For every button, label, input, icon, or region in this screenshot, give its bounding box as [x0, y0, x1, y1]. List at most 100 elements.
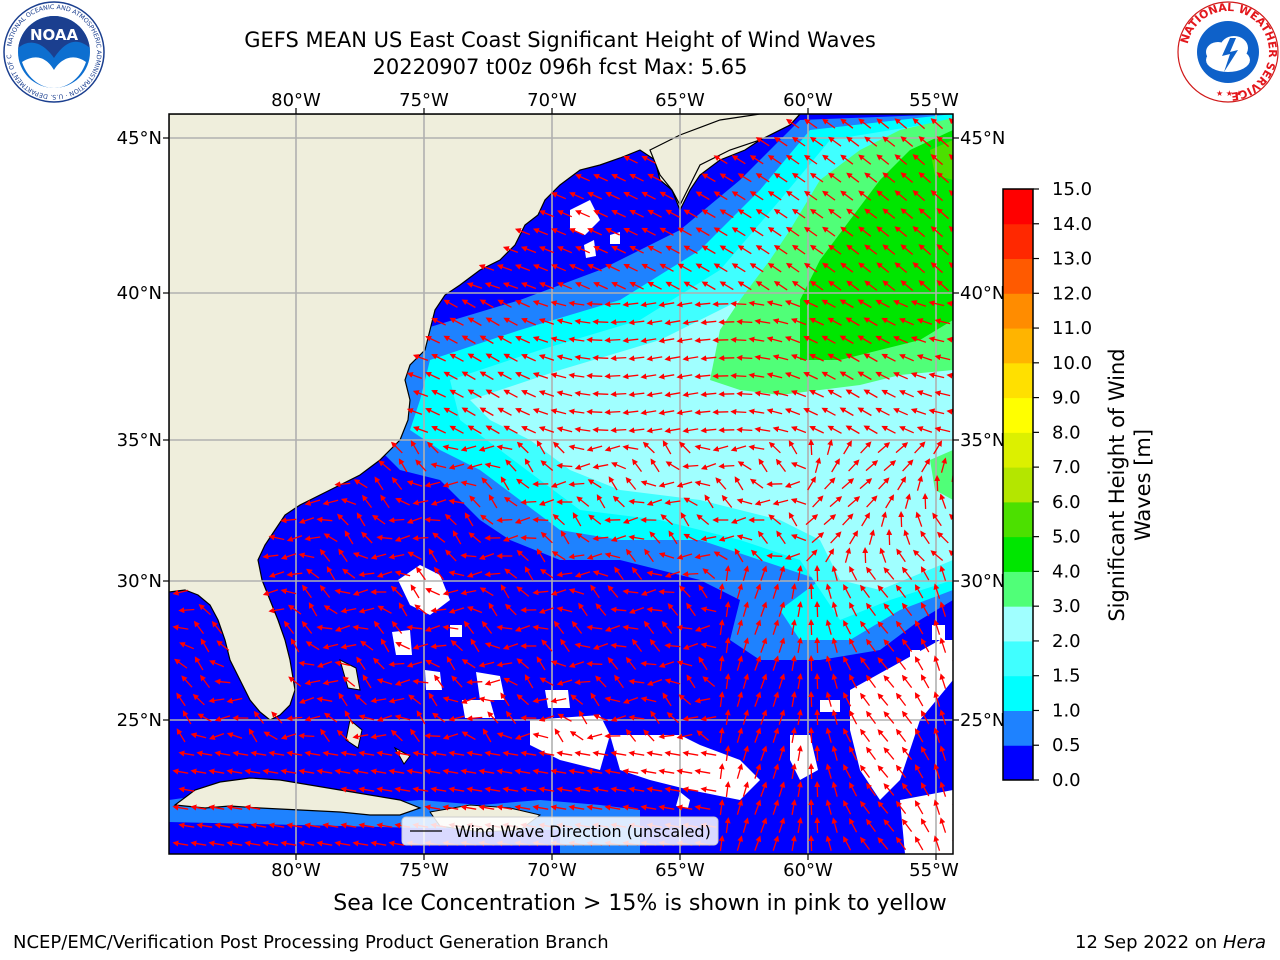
wave-direction-arrow: [686, 674, 696, 689]
wave-direction-arrow: [760, 565, 768, 581]
lon-tick-top: 65°W: [655, 90, 705, 111]
wave-direction-arrow: [356, 656, 366, 671]
wave-direction-arrow: [398, 458, 408, 473]
wave-direction-arrow: [928, 372, 945, 379]
wave-direction-arrow: [607, 585, 619, 598]
wave-direction-arrow: [214, 678, 231, 685]
wave-direction-arrow: [376, 571, 393, 578]
wave-direction-arrow: [724, 601, 731, 617]
wave-direction-arrow: [790, 619, 797, 636]
wave-direction-arrow: [846, 172, 860, 183]
wave-direction-arrow: [827, 317, 842, 326]
wave-direction-arrow: [622, 444, 639, 451]
wave-direction-arrow: [863, 389, 878, 399]
wave-direction-arrow: [587, 192, 602, 200]
wave-direction-arrow: [302, 584, 312, 599]
wave-direction-arrow: [661, 620, 673, 634]
wave-direction-arrow: [539, 677, 554, 686]
colorbar-label-line2: Waves [m]: [1131, 428, 1155, 542]
wave-direction-arrow: [849, 602, 858, 617]
colorbar-segment: [1003, 745, 1033, 781]
wave-direction-arrow: [574, 426, 591, 433]
map-area: [169, 114, 966, 854]
wave-direction-arrow: [918, 136, 932, 148]
wave-direction-arrow: [847, 496, 861, 508]
wave-direction-arrow: [886, 529, 893, 546]
wave-direction-arrow: [932, 512, 942, 527]
wave-direction-arrow: [866, 602, 877, 616]
wave-direction-arrow: [179, 642, 195, 650]
wave-direction-arrow: [882, 136, 896, 147]
wave-direction-arrow: [934, 390, 951, 397]
wave-direction-arrow: [478, 445, 495, 452]
wave-direction-arrow: [641, 227, 656, 236]
wave-direction-arrow: [933, 440, 943, 455]
wave-direction-arrow: [178, 607, 195, 614]
wave-direction-arrow: [646, 319, 663, 326]
wave-direction-arrow: [788, 512, 798, 527]
wave-direction-arrow: [593, 174, 608, 182]
wave-direction-arrow: [812, 495, 824, 508]
wave-direction-arrow: [785, 190, 800, 201]
wave-direction-arrow: [536, 548, 546, 563]
wave-direction-arrow: [876, 226, 890, 237]
wave-direction-arrow: [936, 136, 950, 148]
wave-direction-arrow: [814, 709, 821, 726]
wave-direction-arrow: [556, 426, 573, 433]
colorbar-tick-label: 9.0: [1052, 388, 1081, 409]
wave-direction-arrow: [730, 445, 747, 452]
wave-direction-arrow: [840, 154, 854, 165]
wave-direction-arrow: [610, 642, 627, 649]
wave-direction-arrow: [536, 440, 546, 455]
wave-direction-arrow: [468, 532, 482, 543]
wave-direction-arrow: [936, 244, 950, 256]
wave-direction-arrow: [803, 335, 818, 344]
wave-direction-arrow: [718, 463, 735, 470]
wave-direction-arrow: [578, 602, 588, 617]
wave-direction-arrow: [784, 480, 801, 488]
wave-direction-arrow: [719, 209, 734, 219]
wave-direction-arrow: [737, 245, 752, 255]
wave-direction-arrow: [286, 715, 303, 722]
wave-direction-arrow: [540, 531, 553, 544]
wave-direction-arrow: [724, 673, 731, 689]
wave-direction-arrow: [485, 353, 500, 363]
wave-direction-arrow: [502, 246, 519, 254]
wave-direction-arrow: [676, 553, 693, 560]
wave-direction-arrow: [287, 604, 302, 615]
wave-direction-arrow: [484, 571, 501, 578]
wave-direction-arrow: [843, 656, 852, 671]
wave-direction-arrow: [883, 675, 895, 688]
wave-direction-arrow: [936, 280, 950, 292]
wave-direction-arrow: [658, 301, 675, 308]
wave-direction-arrow: [784, 336, 801, 344]
wave-direction-arrow: [916, 390, 933, 397]
wave-direction-arrow: [556, 354, 573, 361]
wave-direction-arrow: [849, 530, 859, 545]
wave-direction-arrow: [742, 565, 750, 581]
wave-direction-arrow: [845, 425, 860, 435]
wave-direction-arrow: [280, 588, 297, 595]
wave-direction-arrow: [683, 281, 698, 290]
wave-direction-arrow: [361, 531, 373, 544]
wave-direction-arrow: [460, 589, 477, 596]
wave-direction-arrow: [754, 583, 762, 599]
wave-direction-arrow: [604, 409, 621, 416]
wave-direction-arrow: [640, 373, 657, 380]
wave-direction-arrow: [828, 172, 842, 183]
wave-direction-arrow: [262, 589, 279, 596]
wave-direction-arrow: [412, 390, 429, 398]
wave-direction-arrow: [903, 529, 911, 545]
wave-direction-arrow: [808, 799, 815, 816]
wave-direction-arrow: [665, 245, 680, 254]
wave-direction-arrow: [803, 299, 818, 308]
wave-direction-arrow: [956, 245, 966, 254]
wave-direction-arrow: [469, 495, 481, 508]
wave-direction-arrow: [338, 548, 348, 563]
colorbar-tick-label: 1.0: [1052, 700, 1081, 721]
wave-direction-arrow: [442, 589, 459, 596]
footer-date-text: 12 Sep 2022 on: [1075, 932, 1223, 953]
wave-direction-arrow: [172, 589, 189, 596]
wave-direction-arrow: [497, 299, 512, 308]
wave-direction-arrow: [961, 783, 962, 797]
